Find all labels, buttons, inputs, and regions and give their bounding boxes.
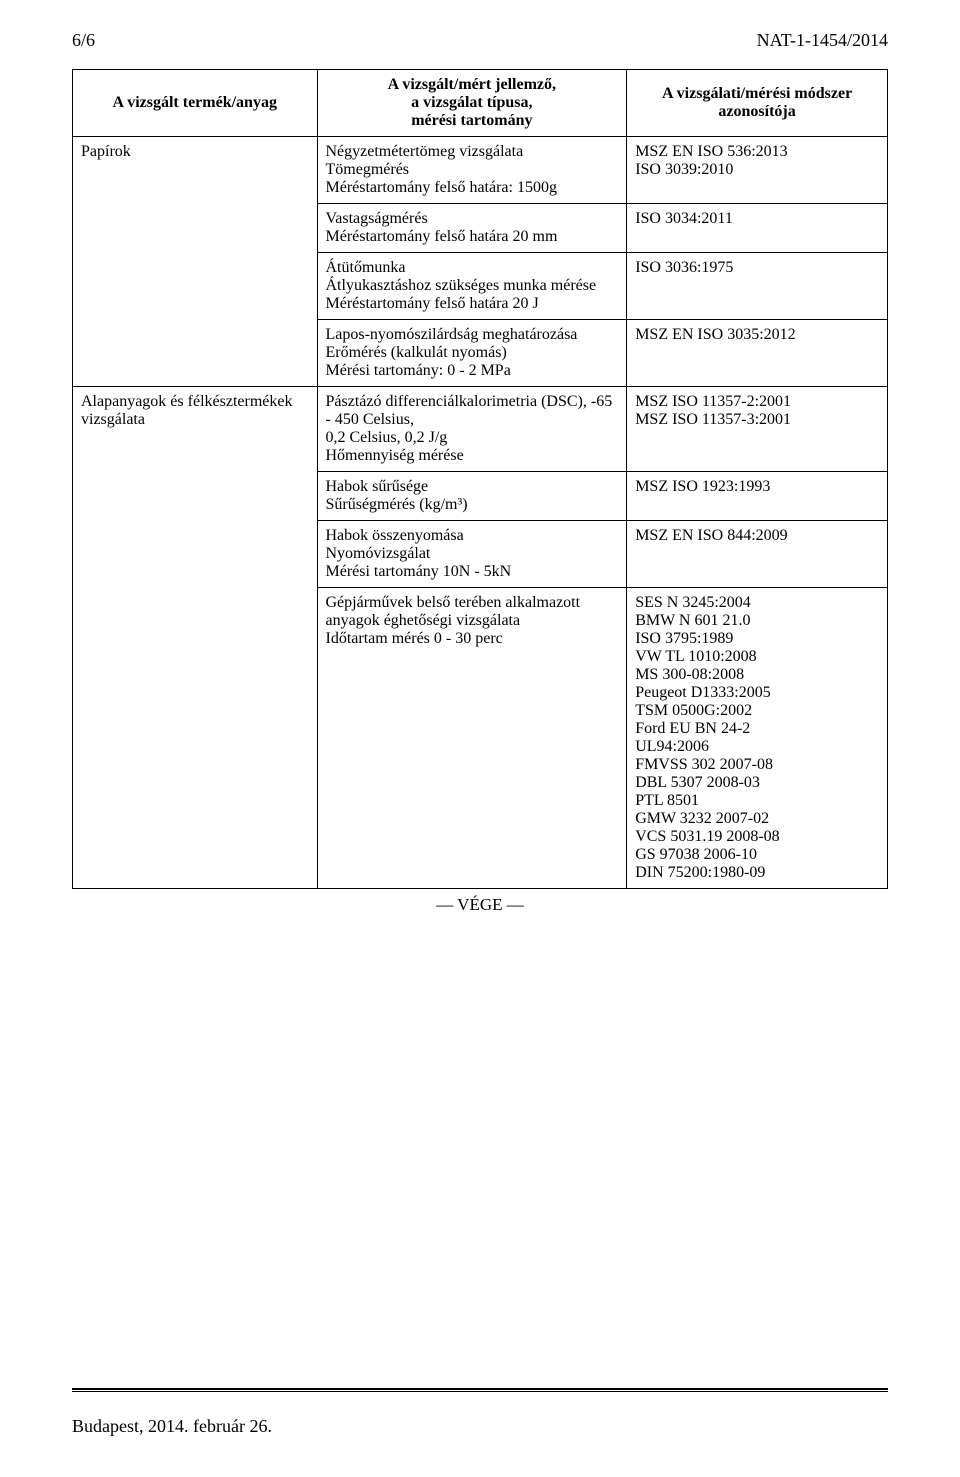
table-body: PapírokNégyzetmétertömeg vizsgálataTömeg… <box>73 137 888 889</box>
cell-characteristic: Habok összenyomásaNyomóvizsgálatMérési t… <box>317 521 627 588</box>
cell-method: MSZ ISO 11357-2:2001MSZ ISO 11357-3:2001 <box>627 387 888 472</box>
cell-characteristic: Habok sűrűségeSűrűségmérés (kg/m³) <box>317 472 627 521</box>
cell-method: ISO 3034:2011 <box>627 204 888 253</box>
col-header-characteristic: A vizsgált/mért jellemző, a vizsgálat tí… <box>317 70 627 137</box>
table-row: Alapanyagok és félkésztermékek vizsgálat… <box>73 387 888 472</box>
footer-date: Budapest, 2014. február 26. <box>72 1416 888 1437</box>
cell-method: SES N 3245:2004BMW N 601 21.0ISO 3795:19… <box>627 588 888 889</box>
cell-product: Alapanyagok és félkésztermékek vizsgálat… <box>73 387 318 889</box>
header: 6/6 NAT-1-1454/2014 <box>72 30 888 51</box>
cell-characteristic: Négyzetmétertömeg vizsgálataTömegmérésMé… <box>317 137 627 204</box>
col-header-method: A vizsgálati/mérési módszer azonosítója <box>627 70 888 137</box>
spacer <box>72 915 888 1348</box>
doc-reference: NAT-1-1454/2014 <box>757 30 888 51</box>
cell-method: MSZ EN ISO 3035:2012 <box>627 320 888 387</box>
cell-method: ISO 3036:1975 <box>627 253 888 320</box>
col-header-product: A vizsgált termék/anyag <box>73 70 318 137</box>
cell-method: MSZ EN ISO 844:2009 <box>627 521 888 588</box>
cell-method: MSZ EN ISO 536:2013ISO 3039:2010 <box>627 137 888 204</box>
cell-characteristic: Lapos-nyomószilárdság meghatározásaErőmé… <box>317 320 627 387</box>
page-number: 6/6 <box>72 30 95 51</box>
end-marker: — VÉGE — <box>72 895 888 915</box>
cell-characteristic: Gépjárművek belső terében alkalmazott an… <box>317 588 627 889</box>
cell-method: MSZ ISO 1923:1993 <box>627 472 888 521</box>
table-row: PapírokNégyzetmétertömeg vizsgálataTömeg… <box>73 137 888 204</box>
cell-characteristic: ÁtütőmunkaÁtlyukasztáshoz szükséges munk… <box>317 253 627 320</box>
cell-characteristic: VastagságmérésMéréstartomány felső határ… <box>317 204 627 253</box>
standards-table: A vizsgált termék/anyag A vizsgált/mért … <box>72 69 888 889</box>
page: 6/6 NAT-1-1454/2014 A vizsgált termék/an… <box>0 0 960 1477</box>
table-header-row: A vizsgált termék/anyag A vizsgált/mért … <box>73 70 888 137</box>
cell-characteristic: Pásztázó differenciálkalorimetria (DSC),… <box>317 387 627 472</box>
cell-product: Papírok <box>73 137 318 387</box>
footer-rule <box>72 1388 888 1392</box>
